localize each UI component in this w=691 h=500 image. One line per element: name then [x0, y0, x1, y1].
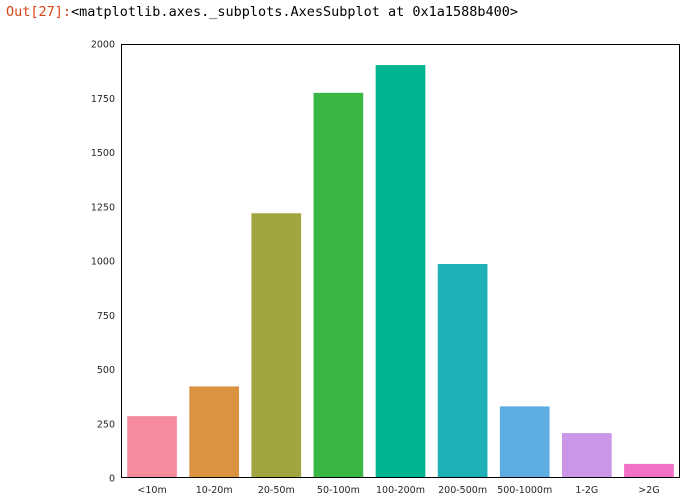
output-prompt: Out[27]:	[6, 4, 72, 20]
x-tick-label: >2G	[638, 485, 659, 496]
axes-frame	[121, 44, 680, 478]
bar-6	[499, 406, 550, 478]
y-tick-label: 1250	[91, 202, 115, 213]
x-tick-label: 50-100m	[317, 485, 360, 496]
y-tick-label: 500	[97, 365, 115, 376]
bar-8	[624, 463, 674, 478]
y-tick-label: 1000	[91, 257, 115, 268]
y-tick-label: 0	[109, 474, 115, 485]
bar-5	[437, 264, 488, 478]
bar-2	[251, 213, 302, 478]
x-tick-label: <10m	[137, 485, 166, 496]
bar-1	[189, 386, 240, 478]
bar-0	[127, 416, 177, 478]
y-tick-label: 750	[97, 311, 115, 322]
y-tick-label: 2000	[91, 40, 115, 51]
x-tick-label: 100-200m	[376, 485, 425, 496]
output-text: <matplotlib.axes._subplots.AxesSubplot a…	[71, 4, 519, 20]
y-tick-label: 250	[97, 419, 115, 430]
x-tick-label: 1-2G	[575, 485, 598, 496]
x-tick-label: 500-1000m	[497, 485, 552, 496]
x-tick-label: 10-20m	[196, 485, 233, 496]
notebook-output-line: Out[27]:<matplotlib.axes._subplots.AxesS…	[6, 3, 518, 21]
y-tick-label: 1750	[91, 94, 115, 105]
bars-group	[127, 65, 674, 478]
y-axis-ticks: 0 250 500 750 1000 1250 1500 1750 2000	[91, 40, 115, 485]
bar-3	[313, 92, 364, 478]
y-tick-label: 1500	[91, 148, 115, 159]
x-tick-label: 200-500m	[438, 485, 487, 496]
x-tick-label: 20-50m	[258, 485, 295, 496]
bar-7	[561, 433, 612, 478]
x-axis-ticks: <10m 10-20m 20-50m 50-100m 100-200m 200-500m 5…	[137, 485, 659, 496]
bar-4	[375, 65, 426, 478]
